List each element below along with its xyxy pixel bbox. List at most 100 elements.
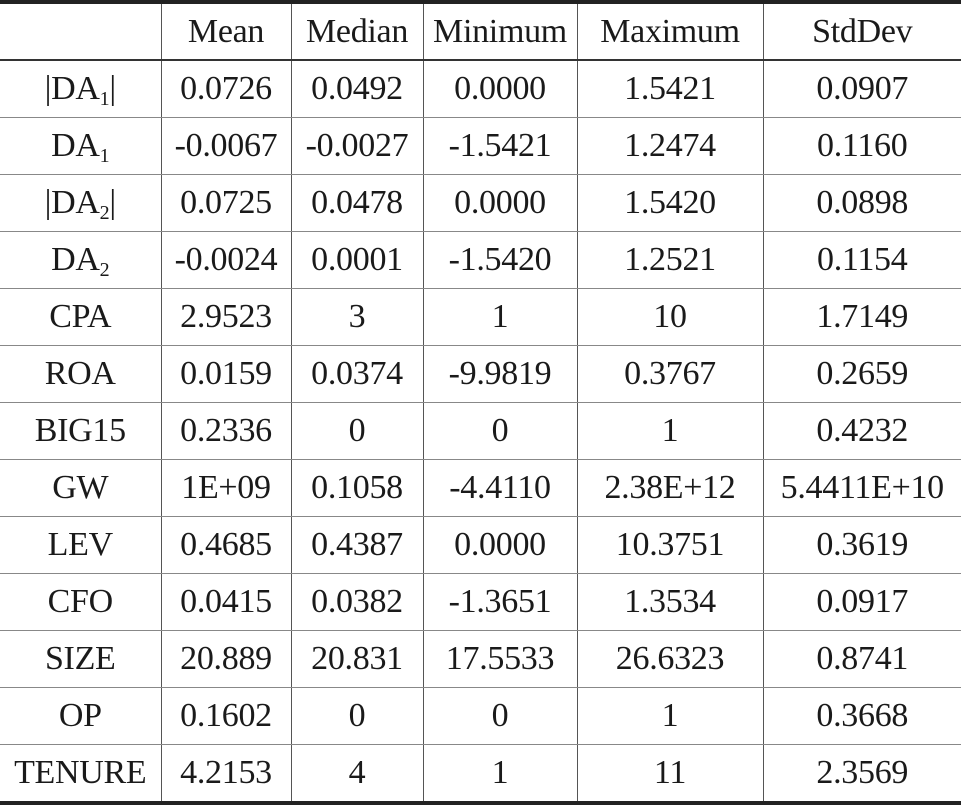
- abs-bar-left: |: [44, 184, 52, 221]
- cell-minimum: 0.0000: [422, 516, 578, 574]
- cell-median: 0.0374: [290, 345, 424, 403]
- row-label-cell: TENURE: [0, 744, 162, 805]
- table-row: OP 0.1602 0 0 1 0.3668: [0, 687, 961, 745]
- table-row: LEV 0.4685 0.4387 0.0000 10.3751 0.3619: [0, 516, 961, 574]
- cell-stddev: 0.3619: [762, 516, 961, 574]
- cell-mean: 0.0725: [160, 174, 292, 232]
- cell-maximum: 1.5420: [576, 174, 764, 232]
- cell-stddev: 2.3569: [762, 744, 961, 805]
- table-row: CFO 0.0415 0.0382 -1.3651 1.3534 0.0917: [0, 573, 961, 631]
- cell-median: 0.0001: [290, 231, 424, 289]
- row-label-cell: BIG15: [0, 402, 162, 460]
- row-label-cell: SIZE: [0, 630, 162, 688]
- cell-mean: -0.0067: [160, 117, 292, 175]
- cell-median: 0: [290, 687, 424, 745]
- cell-mean: 4.2153: [160, 744, 292, 805]
- row-label-cell: DA2: [0, 231, 162, 289]
- cell-mean: 0.0726: [160, 60, 292, 118]
- variable-name: DA: [51, 184, 100, 221]
- header-cell-minimum: Minimum: [422, 0, 578, 61]
- cell-minimum: 1: [422, 744, 578, 805]
- cell-median: 20.831: [290, 630, 424, 688]
- variable-name: DA: [51, 241, 100, 278]
- header-cell-mean: Mean: [160, 0, 292, 61]
- row-label-cell: |DA2|: [0, 174, 162, 232]
- variable-subscript: 2: [99, 259, 110, 281]
- cell-stddev: 0.3668: [762, 687, 961, 745]
- cell-maximum: 1: [576, 687, 764, 745]
- cell-median: -0.0027: [290, 117, 424, 175]
- abs-bar-left: |: [44, 70, 52, 107]
- cell-minimum: -9.9819: [422, 345, 578, 403]
- cell-minimum: 1: [422, 288, 578, 346]
- header-cell-median: Median: [290, 0, 424, 61]
- cell-median: 0.4387: [290, 516, 424, 574]
- cell-maximum: 10.3751: [576, 516, 764, 574]
- variable-subscript: 1: [99, 145, 110, 167]
- cell-mean: 0.4685: [160, 516, 292, 574]
- cell-mean: 0.0415: [160, 573, 292, 631]
- row-label-cell: DA1: [0, 117, 162, 175]
- cell-minimum: -1.5421: [422, 117, 578, 175]
- variable-name: ROA: [44, 355, 116, 392]
- table-row: SIZE 20.889 20.831 17.5533 26.6323 0.8741: [0, 630, 961, 688]
- cell-stddev: 0.1160: [762, 117, 961, 175]
- cell-maximum: 1.2474: [576, 117, 764, 175]
- cell-median: 0.0492: [290, 60, 424, 118]
- table-row: ROA 0.0159 0.0374 -9.9819 0.3767 0.2659: [0, 345, 961, 403]
- cell-stddev: 0.0898: [762, 174, 961, 232]
- variable-name: SIZE: [44, 640, 116, 677]
- cell-median: 0.0382: [290, 573, 424, 631]
- cell-mean: -0.0024: [160, 231, 292, 289]
- cell-maximum: 0.3767: [576, 345, 764, 403]
- variable-name: LEV: [47, 526, 114, 563]
- cell-stddev: 0.0917: [762, 573, 961, 631]
- variable-name: DA: [51, 70, 100, 107]
- cell-median: 4: [290, 744, 424, 805]
- cell-stddev: 0.4232: [762, 402, 961, 460]
- cell-mean: 20.889: [160, 630, 292, 688]
- cell-maximum: 26.6323: [576, 630, 764, 688]
- header-cell-maximum: Maximum: [576, 0, 764, 61]
- table-row: TENURE 4.2153 4 1 11 2.3569: [0, 744, 961, 805]
- cell-mean: 0.0159: [160, 345, 292, 403]
- cell-median: 0.0478: [290, 174, 424, 232]
- cell-mean: 1E+09: [160, 459, 292, 517]
- table-body: |DA1| 0.0726 0.0492 0.0000 1.5421 0.0907 DA1 -0…: [0, 60, 961, 805]
- variable-name: BIG15: [34, 412, 126, 449]
- cell-stddev: 5.4411E+10: [762, 459, 961, 517]
- row-label-cell: ROA: [0, 345, 162, 403]
- cell-stddev: 0.0907: [762, 60, 961, 118]
- row-label-cell: CFO: [0, 573, 162, 631]
- cell-minimum: 0.0000: [422, 174, 578, 232]
- cell-maximum: 1.3534: [576, 573, 764, 631]
- table-row: DA2 -0.0024 0.0001 -1.5420 1.2521 0.1154: [0, 231, 961, 289]
- table-row: |DA1| 0.0726 0.0492 0.0000 1.5421 0.0907: [0, 60, 961, 118]
- cell-maximum: 1.2521: [576, 231, 764, 289]
- cell-mean: 0.2336: [160, 402, 292, 460]
- cell-minimum: 0: [422, 687, 578, 745]
- cell-median: 0.1058: [290, 459, 424, 517]
- cell-mean: 2.9523: [160, 288, 292, 346]
- abs-bar-right: |: [109, 184, 116, 221]
- cell-minimum: -1.3651: [422, 573, 578, 631]
- row-label-cell: |DA1|: [0, 60, 162, 118]
- cell-stddev: 0.1154: [762, 231, 961, 289]
- cell-stddev: 1.7149: [762, 288, 961, 346]
- abs-bar-right: |: [109, 70, 116, 107]
- header-cell-variable: [0, 0, 162, 61]
- header-cell-stddev: StdDev: [762, 0, 961, 61]
- cell-maximum: 10: [576, 288, 764, 346]
- variable-name: OP: [58, 697, 102, 734]
- cell-minimum: -1.5420: [422, 231, 578, 289]
- table-header-row: Mean Median Minimum Maximum StdDev: [0, 0, 961, 61]
- cell-stddev: 0.8741: [762, 630, 961, 688]
- cell-minimum: 17.5533: [422, 630, 578, 688]
- row-label-cell: OP: [0, 687, 162, 745]
- cell-minimum: -4.4110: [422, 459, 578, 517]
- cell-stddev: 0.2659: [762, 345, 961, 403]
- cell-mean: 0.1602: [160, 687, 292, 745]
- variable-name: GW: [52, 469, 109, 506]
